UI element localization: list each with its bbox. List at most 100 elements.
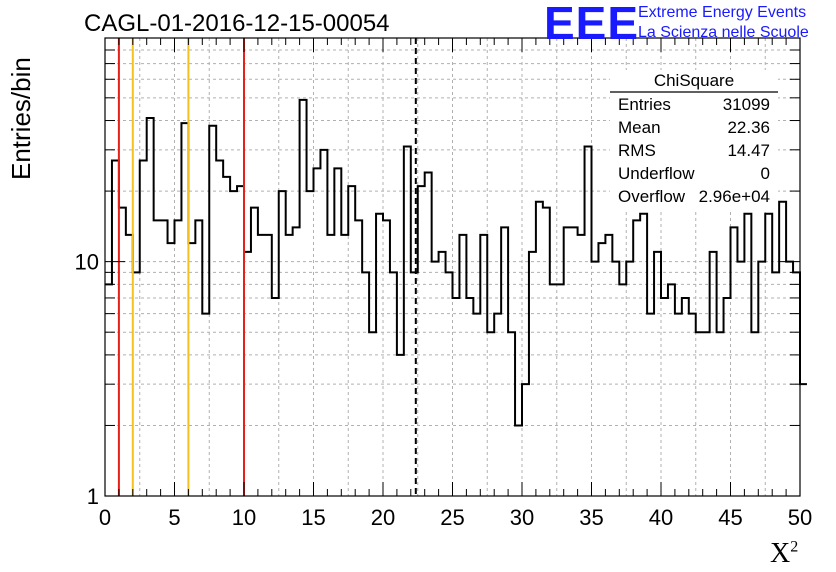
stats-value: 14.47	[727, 141, 770, 160]
histogram-bin	[369, 332, 376, 496]
histogram-bin	[230, 191, 237, 496]
histogram-bin	[168, 243, 175, 496]
histogram-bin	[703, 332, 710, 496]
histogram-bin	[654, 252, 661, 496]
histogram-bin	[432, 262, 439, 496]
histogram-bin	[320, 150, 327, 496]
histogram-bin	[550, 284, 557, 496]
histogram-bin	[480, 235, 487, 496]
histogram-bin	[383, 220, 390, 496]
histogram-bin	[348, 186, 355, 496]
x-tick-label: 35	[579, 505, 603, 530]
histogram-bin	[619, 284, 626, 496]
histogram-bin	[661, 298, 668, 496]
histogram-bin	[453, 298, 460, 496]
histogram-bin	[459, 235, 466, 496]
histogram-bin	[487, 332, 494, 496]
histogram-bin	[571, 227, 578, 496]
y-tick-label: 1	[87, 484, 99, 509]
stats-value: 0	[761, 164, 770, 183]
histogram-bin	[334, 168, 341, 496]
histogram-bin	[300, 100, 307, 496]
eee-logo: EEE	[544, 0, 640, 49]
y-axis-label: Entries/bin	[6, 57, 36, 180]
histogram-bin	[765, 214, 772, 496]
stats-value: 22.36	[727, 118, 770, 137]
histogram-bin	[592, 262, 599, 496]
x-tick-label: 15	[301, 505, 325, 530]
histogram-bin	[501, 227, 508, 496]
x-tick-label: 5	[168, 505, 180, 530]
stats-value: 2.96e+04	[699, 187, 770, 206]
histogram-bin	[710, 252, 717, 496]
histogram-bin	[209, 126, 216, 496]
histogram-bin	[578, 235, 585, 496]
histogram-bin	[466, 298, 473, 496]
histogram-bin	[668, 284, 675, 496]
histogram-bin	[418, 186, 425, 496]
histogram-bin	[307, 191, 314, 496]
stats-label: Entries	[618, 95, 671, 114]
histogram-bin	[175, 220, 182, 496]
stats-value: 31099	[723, 95, 770, 114]
histogram-bin	[237, 186, 244, 496]
x-tick-label: 50	[788, 505, 812, 530]
histogram-bin	[425, 173, 432, 496]
x-tick-label: 0	[99, 505, 111, 530]
histogram-bin	[154, 220, 161, 496]
histogram-bin	[536, 202, 543, 496]
histogram-bin	[612, 262, 619, 496]
stats-box	[610, 70, 778, 210]
y-tick-label: 10	[75, 250, 99, 275]
logo-line-1: Extreme Energy Events	[638, 4, 807, 21]
histogram-bin	[605, 235, 612, 496]
histogram-bin	[800, 384, 807, 496]
histogram-bin	[216, 161, 223, 496]
histogram-bin	[744, 214, 751, 496]
histogram-bin	[717, 332, 724, 496]
histogram-bin	[751, 332, 758, 496]
x-tick-label: 20	[371, 505, 395, 530]
histogram-bin	[265, 235, 272, 496]
histogram-bin	[112, 161, 119, 496]
histogram-series	[105, 98, 807, 427]
histogram-bin	[188, 243, 195, 496]
x-tick-label: 45	[718, 505, 742, 530]
histogram-bin	[772, 272, 779, 496]
histogram-bin	[473, 314, 480, 496]
histogram-bin	[557, 284, 564, 496]
histogram-bin	[244, 252, 251, 496]
histogram-bin	[223, 177, 230, 496]
histogram-bin	[362, 272, 369, 496]
stats-label: Underflow	[618, 164, 695, 183]
x-tick-label: 25	[440, 505, 464, 530]
histogram-bin	[689, 314, 696, 496]
histogram-bin	[279, 191, 286, 496]
histogram-bin	[786, 262, 793, 496]
histogram-bin	[314, 168, 321, 496]
histogram-bin	[439, 252, 446, 496]
histogram-bin	[647, 314, 654, 496]
histogram-bin	[181, 123, 188, 496]
histogram-bin	[341, 235, 348, 496]
plot-title: CAGL-01-2016-12-15-00054	[84, 10, 390, 37]
histogram-bin	[640, 214, 647, 496]
x-tick-label: 10	[232, 505, 256, 530]
histogram-bin	[390, 272, 397, 496]
histogram-bin	[126, 235, 133, 496]
histogram-bin	[286, 235, 293, 496]
histogram-bin	[737, 262, 744, 496]
stats-label: RMS	[618, 141, 656, 160]
histogram-bin	[258, 235, 265, 496]
histogram-bin	[251, 208, 258, 496]
histogram-bin	[327, 235, 334, 496]
histogram-bin	[682, 298, 689, 496]
histogram-bin	[724, 298, 731, 496]
histogram-bin	[133, 272, 140, 496]
stats-label: Overflow	[618, 187, 686, 206]
histogram-bin	[508, 332, 515, 496]
histogram-bin	[758, 262, 765, 496]
histogram-bin	[105, 284, 112, 496]
histogram-bin	[376, 214, 383, 496]
